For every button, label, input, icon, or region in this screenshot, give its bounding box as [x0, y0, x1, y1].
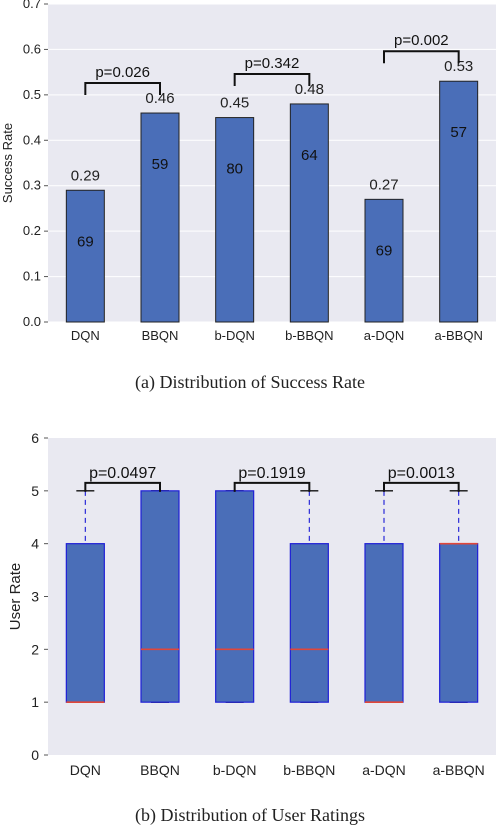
significance-bracket	[233, 481, 311, 492]
p-value-label: p=0.1919	[238, 465, 305, 482]
caption-a: (a) Distribution of Success Rate	[135, 372, 365, 392]
y-axis-label: Success Rate	[0, 123, 15, 203]
bar	[140, 112, 180, 323]
y-tick-label: 3	[31, 589, 39, 605]
significance-bracket	[233, 72, 311, 86]
bar-value-label: 0.45	[220, 95, 249, 112]
bar-count-label: 59	[152, 156, 169, 173]
y-tick-label: 0.4	[23, 132, 41, 147]
p-value-label: p=0.0497	[89, 465, 156, 482]
bar	[65, 189, 105, 323]
significance-bracket	[383, 50, 460, 64]
y-tick-label: 0.3	[23, 178, 41, 193]
caption-b: (b) Distribution of User Ratings	[135, 805, 365, 825]
bar	[215, 117, 255, 323]
y-tick-label: 0	[31, 747, 39, 763]
y-axis-label: User Rate	[7, 563, 24, 631]
box	[289, 543, 329, 703]
x-tick-label: a-BBQN	[434, 328, 482, 343]
x-tick-label: DQN	[71, 328, 100, 343]
significance-bracket	[84, 82, 161, 96]
bar-count-label: 64	[301, 147, 318, 164]
box	[364, 543, 404, 703]
p-value-label: p=0.0013	[388, 465, 455, 482]
bar	[289, 103, 329, 323]
y-tick-label: 1	[31, 694, 39, 710]
bar-value-label: 0.27	[369, 176, 398, 193]
bar-count-label: 69	[77, 233, 94, 250]
significance-bracket	[383, 481, 460, 492]
x-tick-label: b-BBQN	[283, 762, 335, 778]
p-value-label: p=0.002	[394, 32, 449, 49]
bar-count-label: 57	[450, 124, 467, 141]
y-tick-label: 6	[31, 430, 39, 446]
y-tick-label: 4	[31, 536, 39, 552]
y-tick-label: 2	[31, 641, 39, 657]
y-tick-label: 0.6	[23, 41, 41, 56]
x-tick-label: b-DQN	[214, 328, 254, 343]
success-rate-chart: 0.0 0.1 0.2 0.3 0.4 0.5 0.6 0.7 Success Rate 0.29…	[0, 0, 496, 343]
bar-count-label: 80	[226, 161, 243, 178]
x-tick-label: a-DQN	[364, 328, 404, 343]
y-tick-label: 0.0	[23, 314, 41, 329]
box	[65, 543, 105, 703]
bar-value-label: 0.48	[295, 81, 324, 98]
bar	[439, 80, 479, 323]
box	[140, 490, 180, 703]
success-rate-figure: 0.0 0.1 0.2 0.3 0.4 0.5 0.6 0.7 Success Rate 0.29…	[0, 0, 500, 405]
box	[439, 543, 479, 703]
bar-value-label: 0.46	[145, 90, 174, 107]
x-tick-label: a-BBQN	[433, 762, 485, 778]
user-ratings-figure: 0 1 2 3 4 5 6 User Rate DQN BBQN b-DQN b-BBQN a-DQN a…	[0, 420, 500, 832]
bar-value-label: 0.53	[444, 58, 473, 75]
y-tick-label: 0.1	[23, 269, 41, 284]
y-tick-label: 0.2	[23, 223, 41, 238]
x-tick-label: BBQN	[140, 762, 180, 778]
y-tick-label: 5	[31, 483, 39, 499]
box	[215, 490, 255, 703]
y-tick-label: 0.5	[23, 87, 41, 102]
x-tick-label: DQN	[70, 762, 101, 778]
x-tick-label: BBQN	[142, 328, 179, 343]
p-value-label: p=0.342	[245, 55, 300, 72]
x-tick-label: b-DQN	[213, 762, 257, 778]
significance-bracket	[84, 481, 161, 492]
p-value-label: p=0.026	[95, 64, 150, 81]
bar-count-label: 69	[376, 242, 393, 259]
bar	[364, 198, 404, 323]
x-tick-label: b-BBQN	[285, 328, 333, 343]
x-tick-label: a-DQN	[362, 762, 406, 778]
user-ratings-chart: 0 1 2 3 4 5 6 User Rate DQN BBQN b-DQN b-BBQN a-DQN a…	[7, 430, 496, 778]
y-tick-label: 0.7	[23, 0, 41, 11]
bar-value-label: 0.29	[71, 167, 100, 184]
plot-area	[48, 438, 496, 755]
plot-area	[48, 4, 496, 322]
